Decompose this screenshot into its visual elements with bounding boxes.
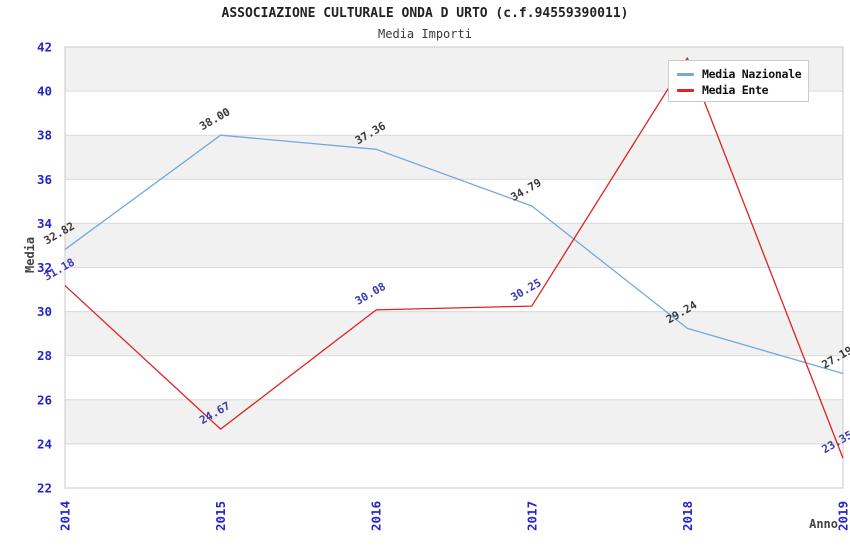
legend-line-swatch-red [677, 88, 694, 92]
plot-band [65, 443, 843, 488]
plot-band [65, 135, 843, 180]
plot-border [64, 46, 844, 489]
y-tick-label: 28 [37, 348, 52, 363]
y-tick-label: 24 [37, 436, 52, 451]
x-tick-label: 2017 [524, 501, 539, 531]
y-tick-label: 36 [37, 172, 52, 187]
y-axis-title: Media [23, 236, 37, 273]
y-tick-label: 22 [37, 481, 52, 496]
series-line-media-nazionale [64, 134, 844, 375]
y-tick-label: 38 [37, 128, 52, 143]
chart-subtitle: Media Importi [378, 27, 472, 41]
y-tick-label: 30 [37, 304, 52, 319]
plot-band [65, 267, 843, 312]
plot-band [65, 355, 843, 400]
plot-band [65, 311, 843, 356]
plot-band [65, 179, 843, 224]
y-tick-label: 40 [37, 84, 52, 99]
x-tick-label: 2019 [836, 501, 850, 531]
y-tick-label: 26 [37, 392, 52, 407]
x-tick-label: 2015 [213, 501, 228, 531]
series-line-media-ente [64, 57, 844, 459]
legend-label-media-ente: Media Ente [702, 83, 769, 97]
legend-line-swatch-blue [677, 72, 694, 76]
x-axis-title: Anno [809, 517, 838, 531]
chart-title: ASSOCIAZIONE CULTURALE ONDA D URTO (c.f.… [221, 6, 629, 21]
x-tick-label: 2018 [680, 501, 695, 531]
y-tick-label: 42 [37, 40, 52, 55]
legend-item-media-ente: Media Ente [677, 82, 800, 98]
y-tick-label: 34 [37, 216, 52, 231]
y-tick-label: 32 [37, 260, 52, 275]
x-tick-label: 2016 [369, 501, 384, 531]
chart-legend: Media Nazionale Media Ente [668, 60, 809, 102]
plot-band [65, 223, 843, 268]
x-tick-label: 2014 [58, 501, 73, 531]
plot-band [65, 399, 843, 444]
legend-item-media-nazionale: Media Nazionale [677, 66, 802, 82]
legend-label-media-nazionale: Media Nazionale [702, 67, 802, 81]
